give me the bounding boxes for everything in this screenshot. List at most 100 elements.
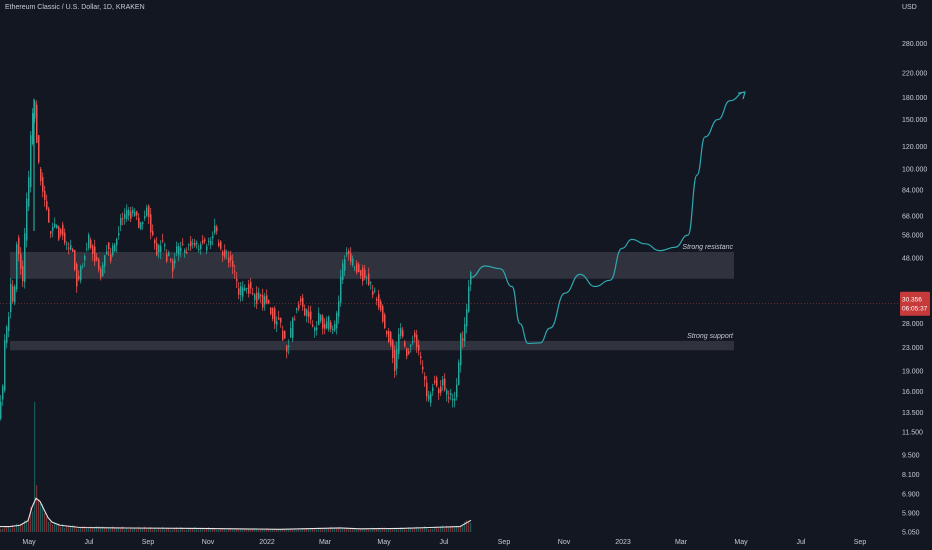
candle-body — [298, 304, 300, 309]
volume-bar — [406, 529, 408, 532]
volume-bar — [186, 529, 188, 532]
volume-bar — [172, 529, 174, 532]
candle-body — [268, 300, 270, 304]
volume-bar — [454, 527, 456, 532]
volume-bar — [272, 529, 274, 532]
volume-bar — [246, 529, 248, 532]
candle-body — [400, 328, 402, 336]
price-tick-label: 9.500 — [902, 453, 920, 460]
volume-bar — [154, 528, 156, 532]
candle-body — [392, 340, 394, 359]
candle-body — [52, 227, 54, 231]
candle-body — [300, 298, 302, 302]
volume-bar — [58, 523, 60, 532]
candle-body — [294, 319, 296, 321]
volume-bar — [328, 527, 330, 532]
candle-body — [28, 177, 30, 207]
volume-bar — [140, 528, 142, 532]
volume-bar — [6, 526, 8, 532]
volume-bar — [344, 528, 346, 532]
volume-bar — [110, 528, 112, 532]
candle-body — [132, 209, 134, 213]
candle-body — [356, 263, 358, 273]
candle-body — [98, 259, 100, 270]
candle-body — [12, 286, 14, 302]
candle-body — [154, 239, 156, 244]
volume-bar — [160, 529, 162, 532]
volume-bar — [42, 504, 44, 532]
candle-body — [76, 263, 78, 287]
volume-bar — [426, 527, 428, 532]
volume-bar — [270, 529, 272, 532]
volume-bar — [468, 521, 470, 532]
candle-body — [330, 322, 332, 329]
zone-label: Strong support — [687, 333, 734, 340]
volume-bar — [224, 528, 226, 532]
zone-label: Strong resistanc — [682, 244, 733, 251]
volume-bar — [420, 528, 422, 532]
volume-bar — [316, 529, 318, 532]
volume-bar — [72, 525, 74, 532]
projection-arrowhead — [737, 91, 746, 100]
candle-body — [274, 308, 276, 324]
volume-bar — [176, 527, 178, 532]
candle-body — [270, 307, 272, 315]
volume-bar — [322, 529, 324, 532]
price-tag-countdown: 06:05:37 — [902, 306, 928, 313]
candle-body — [180, 247, 182, 252]
candle-body — [394, 350, 396, 372]
candle-body — [324, 324, 326, 329]
price-tick-label: 150.000 — [902, 117, 927, 124]
candle-body — [130, 211, 132, 219]
candle-body — [366, 277, 368, 279]
candle-body — [440, 386, 442, 393]
candle-body — [256, 292, 258, 304]
price-axis[interactable]: 280.000 220.000 180.000 150.000 120.000 100.0… — [902, 41, 927, 536]
volume-bar — [424, 526, 426, 532]
candle-body — [140, 222, 142, 230]
candle-body — [272, 308, 274, 319]
candle-body — [158, 245, 160, 253]
volume-bar — [40, 503, 42, 532]
time-tick-label: Mar — [675, 539, 688, 546]
volume-bar — [432, 528, 434, 532]
candle-body — [152, 231, 154, 235]
volume-bar — [34, 402, 36, 532]
candle-body — [186, 252, 188, 254]
candles-layer — [0, 98, 472, 421]
volume-bar — [164, 529, 166, 532]
volume-bar — [226, 529, 228, 532]
time-axis[interactable]: May Jul Sep Nov 2022 Mar May Jul Sep Nov 2023 Mar Ma… — [22, 539, 866, 546]
volume-bar — [362, 528, 364, 532]
volume-bar — [108, 527, 110, 532]
volume-bar — [126, 528, 128, 532]
candle-body — [80, 266, 82, 281]
volume-bar — [332, 527, 334, 532]
volume-bar — [296, 530, 298, 532]
volume-bar — [222, 528, 224, 532]
volume-bar — [290, 529, 292, 532]
candle-body — [340, 276, 342, 303]
candle-body — [216, 226, 218, 232]
volume-bar — [268, 528, 270, 532]
volume-bar — [404, 528, 406, 532]
candle-body — [150, 214, 152, 233]
candle-body — [94, 246, 96, 262]
volume-bar — [100, 526, 102, 532]
candle-body — [430, 393, 432, 403]
candle-body — [124, 214, 126, 219]
volume-bar — [80, 526, 82, 532]
candle-body — [336, 312, 338, 329]
projection-layer — [470, 91, 746, 345]
candle-body — [134, 211, 136, 216]
price-tick-label: 6.900 — [902, 492, 920, 499]
candle-body — [208, 241, 210, 242]
candle-body — [382, 306, 384, 322]
candle-body — [70, 245, 72, 250]
volume-bar — [198, 529, 200, 532]
volume-bar — [284, 529, 286, 532]
volume-bar — [292, 529, 294, 532]
volume-bar — [286, 529, 288, 532]
candle-body — [248, 284, 250, 294]
